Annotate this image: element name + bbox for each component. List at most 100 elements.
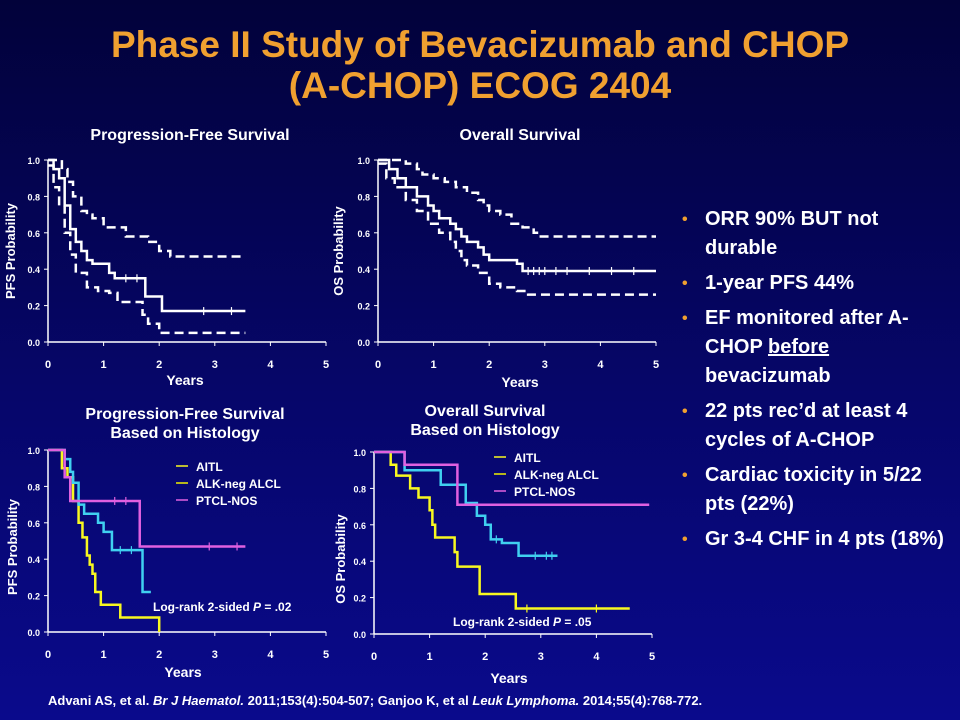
annotation-part: = .05 bbox=[561, 615, 592, 629]
annotation-part: P bbox=[253, 600, 262, 614]
x-tick-label: 5 bbox=[323, 649, 329, 661]
y-tick-label: 1.0 bbox=[27, 446, 40, 456]
y-tick-label: 0.4 bbox=[27, 555, 40, 565]
y-tick-label: 0.8 bbox=[27, 482, 40, 492]
ptcl-nos-series bbox=[374, 450, 650, 507]
bullet-ef: • EF monitored after A-CHOP before bevaci… bbox=[682, 304, 954, 391]
y-axis-label: OS Probability bbox=[333, 513, 348, 603]
pfs-hist-title-line1: Progression-Free Survival bbox=[85, 406, 285, 423]
slide-title-line2: (A-CHOP) ECOG 2404 bbox=[288, 65, 672, 106]
y-tick-label: 0.8 bbox=[357, 192, 370, 202]
os-hist-title-line1: Overall Survival bbox=[424, 403, 546, 420]
x-tick-label: 2 bbox=[156, 649, 162, 661]
y-tick-label: 0.2 bbox=[353, 594, 366, 604]
alk-neg-alcl-series bbox=[374, 450, 558, 557]
x-tick-label: 0 bbox=[45, 359, 51, 371]
x-tick-label: 0 bbox=[375, 359, 381, 371]
y-tick-label: 0.6 bbox=[27, 229, 40, 239]
y-tick-label: 0.8 bbox=[27, 192, 40, 202]
os-hist-chart-title: Overall Survival Based on Histology bbox=[350, 402, 620, 440]
y-tick-label: 0.0 bbox=[353, 630, 366, 640]
x-axis-label: Years bbox=[501, 374, 539, 390]
y-tick-label: 0.4 bbox=[353, 557, 366, 567]
citation-part3: 2014;55(4):768-772. bbox=[579, 693, 703, 708]
bullet-text: ORR 90% BUT not durable bbox=[705, 208, 879, 259]
dashed-line-series bbox=[378, 162, 656, 296]
citation-part2: 2011;153(4):504-507; Ganjoo K, et al bbox=[244, 693, 473, 708]
bullet-text: 1-year PFS 44% bbox=[705, 272, 854, 294]
x-tick-label: 2 bbox=[482, 651, 488, 663]
y-tick-label: 0.0 bbox=[357, 338, 370, 348]
y-axis-label: PFS Probability bbox=[3, 202, 18, 299]
annotation-part: = .02 bbox=[261, 600, 292, 614]
os-chart-title: Overall Survival bbox=[459, 127, 581, 144]
x-axis-label: Years bbox=[166, 372, 204, 388]
bullet-dot-icon: • bbox=[682, 211, 688, 228]
bullet-text: Gr 3-4 CHF in 4 pts (18%) bbox=[705, 528, 944, 550]
os_hist-chart: 0 1 2 3 4 5 0.0 0.2 0.4 0.6 0.8 1.0 Years OS Probabil… bbox=[333, 448, 655, 686]
dashed-line-series bbox=[48, 164, 246, 335]
x-tick-label: 5 bbox=[653, 359, 659, 371]
logrank-annotation: Log-rank 2-sided P = .02 bbox=[153, 600, 292, 614]
y-tick-label: 0.8 bbox=[353, 484, 366, 494]
dashed-line-series bbox=[378, 158, 656, 238]
logrank-annotation: Log-rank 2-sided P = .05 bbox=[453, 615, 592, 629]
citation: Advani AS, et al. Br J Haematol. 2011;15… bbox=[48, 693, 702, 708]
dashed-line-series bbox=[48, 158, 246, 258]
y-tick-label: 0.2 bbox=[27, 592, 40, 602]
y-tick-label: 1.0 bbox=[357, 156, 370, 166]
bullet-text: Cardiac toxicity in 5/22 pts (22%) bbox=[705, 464, 922, 515]
solid-line-series bbox=[48, 158, 246, 313]
y-tick-label: 0.0 bbox=[27, 628, 40, 638]
bullet-dot-icon: • bbox=[682, 310, 688, 327]
citation-journal1: Br J Haematol. bbox=[153, 693, 245, 708]
x-tick-label: 3 bbox=[212, 359, 218, 371]
slide-title: Phase II Study of Bevacizumab and CHOP (… bbox=[0, 24, 960, 106]
x-tick-label: 4 bbox=[597, 359, 604, 371]
annotation-part: Log-rank 2-sided bbox=[153, 600, 253, 614]
legend-label: ALK-neg ALCL bbox=[514, 468, 599, 482]
x-tick-label: 2 bbox=[486, 359, 492, 371]
bullet-text: 22 pts rec’d at least 4 cycles of A-CHOP bbox=[705, 400, 908, 451]
x-axis-label: Years bbox=[164, 664, 202, 680]
x-tick-label: 3 bbox=[542, 359, 548, 371]
annotation-part: P bbox=[553, 615, 562, 629]
y-tick-label: 1.0 bbox=[27, 156, 40, 166]
bullet-text-underlined: before bbox=[767, 336, 830, 358]
bullet-cycles: • 22 pts rec’d at least 4 cycles of A-CHO… bbox=[682, 397, 954, 455]
y-tick-label: 0.2 bbox=[357, 302, 370, 312]
pfs-chart: 0 1 2 3 4 5 0.0 0.2 0.4 0.6 0.8 1.0 Years PFS Probabi… bbox=[3, 156, 329, 388]
os-chart: 0 1 2 3 4 5 0.0 0.2 0.4 0.6 0.8 1.0 Years OS Probabil… bbox=[331, 156, 659, 390]
legend-label: PTCL-NOS bbox=[196, 494, 257, 508]
bullet-text-post: bevacizumab bbox=[705, 365, 831, 387]
x-tick-label: 4 bbox=[267, 359, 274, 371]
y-tick-label: 0.0 bbox=[27, 338, 40, 348]
alk-neg-alcl-series bbox=[48, 448, 151, 594]
bullet-dot-icon: • bbox=[682, 467, 688, 484]
x-tick-label: 3 bbox=[212, 649, 218, 661]
x-tick-label: 4 bbox=[593, 651, 600, 663]
legend-label: AITL bbox=[514, 451, 541, 465]
x-tick-label: 1 bbox=[101, 649, 107, 661]
x-tick-label: 1 bbox=[101, 359, 107, 371]
y-tick-label: 0.6 bbox=[353, 521, 366, 531]
ptcl-nos-series bbox=[48, 448, 246, 548]
bullet-orr: • ORR 90% BUT not durable bbox=[682, 205, 954, 263]
bullet-cardiac: • Cardiac toxicity in 5/22 pts (22%) bbox=[682, 461, 954, 519]
os-hist-title-line2: Based on Histology bbox=[410, 422, 560, 439]
citation-journal2: Leuk Lymphoma. bbox=[472, 693, 580, 708]
pfs-chart-title: Progression-Free Survival bbox=[90, 127, 290, 144]
y-tick-label: 0.6 bbox=[357, 229, 370, 239]
x-tick-label: 5 bbox=[323, 359, 329, 371]
legend-label: AITL bbox=[196, 460, 223, 474]
key-findings-list: • ORR 90% BUT not durable • 1-year PFS 44%… bbox=[682, 205, 954, 560]
x-tick-label: 3 bbox=[538, 651, 544, 663]
citation-part1: Advani AS, et al. bbox=[48, 693, 153, 708]
bullet-pfs: • 1-year PFS 44% bbox=[682, 269, 954, 298]
x-axis-label: Years bbox=[490, 670, 528, 686]
x-tick-label: 5 bbox=[649, 651, 655, 663]
x-tick-label: 0 bbox=[371, 651, 377, 663]
bullet-text-pre: EF monitored after A-CHOP bbox=[705, 307, 909, 358]
slide-title-line1: Phase II Study of Bevacizumab and CHOP bbox=[110, 24, 850, 65]
